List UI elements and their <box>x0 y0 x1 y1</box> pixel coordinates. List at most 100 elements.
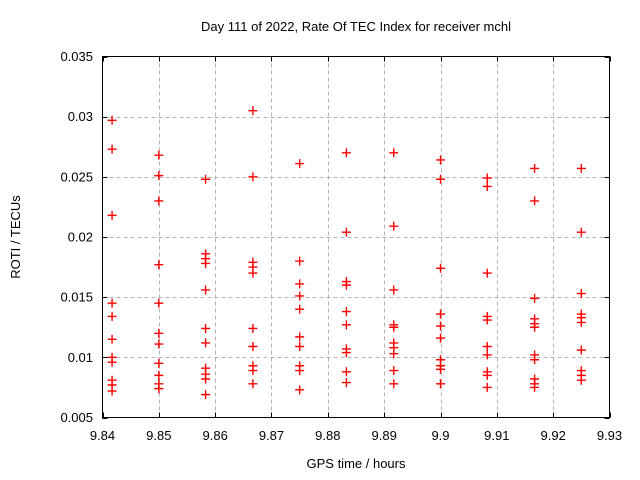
data-point-marker <box>341 320 351 330</box>
data-point-marker <box>389 322 399 332</box>
chart-title: Day 111 of 2022, Rate Of TEC Index for r… <box>201 19 511 34</box>
data-point-marker <box>436 174 445 184</box>
data-point-marker <box>201 323 211 333</box>
data-point-marker <box>389 285 399 295</box>
tick-labels: 9.84 9.85 9.86 9.87 9.88 9.89 9.9 9.91 9.92 9.93 0… <box>60 49 622 443</box>
data-point-marker <box>576 163 586 173</box>
data-point-marker <box>389 379 399 389</box>
data-point-marker <box>295 291 305 301</box>
data-point-marker <box>576 227 586 237</box>
data-point-marker <box>154 358 164 368</box>
data-point-marker <box>389 221 399 231</box>
data-point-marker <box>154 196 164 206</box>
y-tick-label: 0.015 <box>60 290 93 305</box>
data-point-marker <box>295 279 305 289</box>
data-point-marker <box>341 307 351 317</box>
y-tick-label: 0.02 <box>68 230 93 245</box>
data-point-marker <box>107 334 117 344</box>
data-point-marker <box>154 384 164 394</box>
data-point-marker <box>201 338 211 348</box>
x-tick-label: 9.89 <box>372 428 397 443</box>
data-point-marker <box>248 323 258 333</box>
data-point-marker <box>436 321 445 331</box>
data-point-marker <box>389 366 399 376</box>
y-tick-label: 0.03 <box>68 109 93 124</box>
data-point-marker <box>295 342 305 352</box>
data-point-marker <box>530 355 540 365</box>
data-point-marker <box>530 382 540 392</box>
data-point-marker <box>530 322 540 332</box>
data-point-marker <box>576 317 586 327</box>
data-point-marker <box>389 349 399 359</box>
data-point-marker <box>154 370 164 380</box>
data-point-marker <box>248 268 258 278</box>
data-point-marker <box>436 333 445 343</box>
data-point-marker <box>295 304 305 314</box>
data-point-marker <box>530 293 540 303</box>
data-point-marker <box>248 106 258 116</box>
data-point-marker <box>107 311 117 321</box>
x-tick-label: 9.88 <box>315 428 340 443</box>
data-point-marker <box>154 339 164 349</box>
data-point-marker <box>201 174 211 184</box>
data-point-marker <box>295 256 305 266</box>
data-point-marker <box>107 210 117 220</box>
y-tick-label: 0.005 <box>60 410 93 425</box>
grid-lines <box>102 56 610 418</box>
data-point-marker <box>154 171 164 181</box>
data-point-marker <box>201 390 211 400</box>
data-point-marker <box>248 366 258 376</box>
data-point-marker <box>154 150 164 160</box>
data-point-marker <box>436 155 445 165</box>
data-point-marker <box>341 367 351 377</box>
data-point-marker <box>341 227 351 237</box>
y-axis-label: ROTI / TECUs <box>8 195 23 279</box>
x-tick-label: 9.91 <box>484 428 509 443</box>
data-point-marker <box>107 144 117 154</box>
x-tick-label: 9.93 <box>597 428 622 443</box>
x-tick-label: 9.86 <box>203 428 228 443</box>
data-point-marker <box>436 263 445 273</box>
data-point-marker <box>436 364 445 374</box>
data-point-marker <box>436 379 445 389</box>
data-point-marker <box>201 374 211 384</box>
x-tick-label: 9.85 <box>146 428 171 443</box>
data-point-marker <box>107 298 117 308</box>
y-tick-label: 0.025 <box>60 169 93 184</box>
data-point-marker <box>576 289 586 299</box>
data-point-marker <box>248 342 258 352</box>
data-point-marker <box>248 379 258 389</box>
data-point-marker <box>436 309 445 319</box>
data-point-marker <box>482 268 492 278</box>
data-point-marker <box>389 148 399 158</box>
data-point-marker <box>341 348 351 358</box>
data-point-marker <box>295 385 305 395</box>
data-point-marker <box>154 260 164 270</box>
data-point-marker <box>201 258 211 268</box>
data-point-marker <box>576 375 586 385</box>
data-point-marker <box>482 181 492 191</box>
data-point-marker <box>482 350 492 360</box>
data-points <box>107 106 586 400</box>
data-point-marker <box>482 382 492 392</box>
x-axis-label: GPS time / hours <box>307 456 406 471</box>
data-point-marker <box>530 163 540 173</box>
x-tick-label: 9.92 <box>541 428 566 443</box>
data-point-marker <box>154 298 164 308</box>
data-point-marker <box>295 332 305 342</box>
data-point-marker <box>295 366 305 376</box>
data-point-marker <box>482 342 492 352</box>
x-tick-label: 9.87 <box>259 428 284 443</box>
x-tick-label: 9.84 <box>90 428 115 443</box>
x-tick-label: 9.9 <box>431 428 449 443</box>
data-point-marker <box>341 378 351 388</box>
data-point-marker <box>341 148 351 158</box>
data-point-marker <box>482 173 492 183</box>
y-tick-label: 0.01 <box>68 350 93 365</box>
data-point-marker <box>201 285 211 295</box>
data-point-marker <box>482 315 492 325</box>
data-point-marker <box>107 386 117 396</box>
data-point-marker <box>248 172 258 182</box>
